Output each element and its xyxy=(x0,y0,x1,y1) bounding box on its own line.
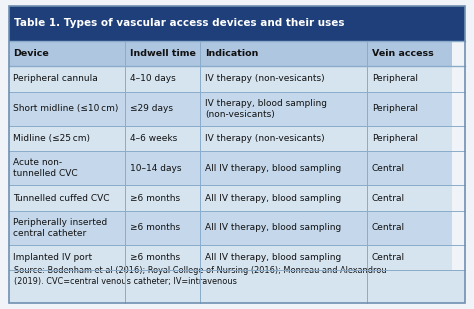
Bar xyxy=(367,151,452,185)
Text: Central: Central xyxy=(372,223,405,232)
Text: Short midline (≤10 cm): Short midline (≤10 cm) xyxy=(13,104,118,113)
Bar xyxy=(9,185,125,211)
Bar xyxy=(9,211,125,245)
Text: 10–14 days: 10–14 days xyxy=(130,164,181,173)
Bar xyxy=(125,126,201,151)
Bar xyxy=(367,211,452,245)
Bar xyxy=(201,185,367,211)
Bar xyxy=(9,151,125,185)
Bar xyxy=(201,211,367,245)
Text: 4–6 weeks: 4–6 weeks xyxy=(130,134,177,143)
Bar xyxy=(201,66,367,91)
Text: Central: Central xyxy=(372,164,405,173)
Text: ≥6 months: ≥6 months xyxy=(130,193,180,202)
Text: Device: Device xyxy=(13,49,49,58)
Bar xyxy=(125,185,201,211)
Bar xyxy=(9,6,465,40)
Text: Peripheral cannula: Peripheral cannula xyxy=(13,74,98,83)
Bar xyxy=(367,66,452,91)
Bar xyxy=(367,126,452,151)
Text: Implanted IV port: Implanted IV port xyxy=(13,253,92,262)
Text: Central: Central xyxy=(372,193,405,202)
Text: Indication: Indication xyxy=(205,49,258,58)
Bar xyxy=(367,40,452,66)
Bar xyxy=(201,91,367,126)
Text: Indwell time: Indwell time xyxy=(130,49,196,58)
Bar xyxy=(125,245,201,270)
Bar xyxy=(125,151,201,185)
Text: Tunnelled cuffed CVC: Tunnelled cuffed CVC xyxy=(13,193,110,202)
Text: Central: Central xyxy=(372,253,405,262)
Text: Peripheral: Peripheral xyxy=(372,74,418,83)
Bar xyxy=(9,270,465,303)
Bar xyxy=(9,245,125,270)
Text: Peripherally inserted
central catheter: Peripherally inserted central catheter xyxy=(13,218,108,238)
Text: Midline (≤25 cm): Midline (≤25 cm) xyxy=(13,134,90,143)
Text: IV therapy (non-vesicants): IV therapy (non-vesicants) xyxy=(205,134,325,143)
Bar xyxy=(9,40,125,66)
Text: IV therapy (non-vesicants): IV therapy (non-vesicants) xyxy=(205,74,325,83)
Text: All IV therapy, blood sampling: All IV therapy, blood sampling xyxy=(205,193,341,202)
Bar xyxy=(125,40,201,66)
Bar xyxy=(201,126,367,151)
Text: Vein access: Vein access xyxy=(372,49,434,58)
Text: All IV therapy, blood sampling: All IV therapy, blood sampling xyxy=(205,164,341,173)
Text: Peripheral: Peripheral xyxy=(372,134,418,143)
Text: ≥6 months: ≥6 months xyxy=(130,223,180,232)
Bar xyxy=(201,151,367,185)
Bar xyxy=(9,66,125,91)
Text: All IV therapy, blood sampling: All IV therapy, blood sampling xyxy=(205,253,341,262)
Bar xyxy=(201,40,367,66)
Text: IV therapy, blood sampling
(non-vesicants): IV therapy, blood sampling (non-vesicant… xyxy=(205,99,327,119)
Text: Table 1. Types of vascular access devices and their uses: Table 1. Types of vascular access device… xyxy=(14,19,345,28)
Bar xyxy=(9,91,125,126)
Bar xyxy=(125,66,201,91)
Text: 4–10 days: 4–10 days xyxy=(130,74,175,83)
Text: Source: Bodenham et al (2016); Royal College of Nursing (2016); Monreau and Alex: Source: Bodenham et al (2016); Royal Col… xyxy=(14,266,387,286)
Text: All IV therapy, blood sampling: All IV therapy, blood sampling xyxy=(205,223,341,232)
Bar xyxy=(367,185,452,211)
Bar xyxy=(125,91,201,126)
Bar xyxy=(9,126,125,151)
Bar xyxy=(367,245,452,270)
Bar xyxy=(125,211,201,245)
Text: ≥6 months: ≥6 months xyxy=(130,253,180,262)
Bar xyxy=(201,245,367,270)
Text: Peripheral: Peripheral xyxy=(372,104,418,113)
Text: Acute non-
tunnelled CVC: Acute non- tunnelled CVC xyxy=(13,159,78,178)
Bar xyxy=(367,91,452,126)
Text: ≤29 days: ≤29 days xyxy=(130,104,173,113)
